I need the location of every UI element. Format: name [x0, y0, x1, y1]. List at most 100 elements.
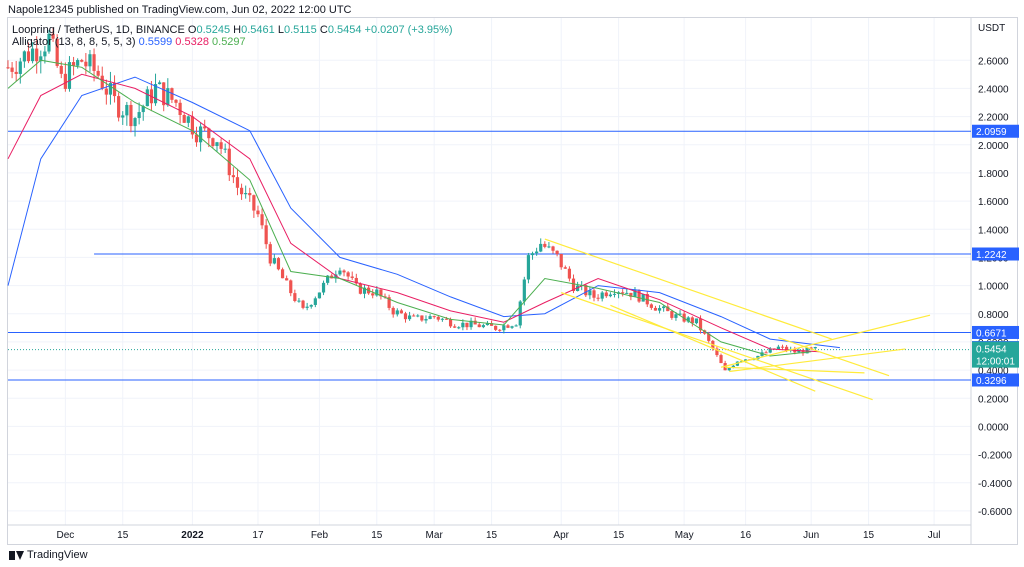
channel-trendline [720, 314, 931, 368]
y-tick-label: 1.8000 [978, 169, 1009, 180]
candle-body [510, 326, 514, 328]
y-tick-label: -0.4000 [978, 479, 1012, 490]
candle-body [252, 195, 256, 211]
candle-body [633, 290, 637, 297]
candle-body [776, 346, 780, 350]
candle-body [125, 104, 129, 116]
candle-body [686, 317, 690, 322]
candle-body [309, 304, 313, 307]
candle-body [604, 292, 608, 297]
candle-body [571, 278, 576, 292]
y-tick-label: 0.0000 [978, 422, 1009, 433]
published-by-line: Napole12345 published on TradingView.com… [8, 4, 352, 16]
candle-body [489, 323, 494, 326]
candle-body [576, 285, 580, 292]
candle-body [260, 214, 264, 226]
candle-body [420, 315, 424, 321]
open-value: 0.5245 [196, 24, 231, 36]
symbol-legend[interactable]: Loopring / TetherUS, 1D, BINANCE O0.5245… [12, 24, 453, 36]
candle-body [239, 187, 244, 195]
candle-body [727, 367, 731, 371]
x-tick-label: 15 [863, 530, 875, 541]
x-tick-label: Apr [553, 530, 569, 541]
candle-body [362, 287, 367, 294]
candle-body [22, 51, 26, 62]
level-price-label-bg [972, 373, 1019, 387]
channel-trendline [778, 337, 890, 377]
level-price-label: 0.6671 [976, 328, 1007, 339]
candle-body [424, 319, 428, 321]
candle-body [285, 278, 289, 281]
candle-body [391, 307, 395, 315]
candle-body [6, 67, 10, 69]
candle-body [35, 48, 39, 62]
candle-body [657, 308, 662, 311]
candle-body [350, 276, 354, 278]
level-price-label-bg [972, 325, 1019, 339]
candle-body [584, 285, 588, 296]
y-tick-label: 2.6000 [978, 56, 1009, 67]
tradingview-footer[interactable]: TradingView [9, 549, 88, 561]
x-tick-label: 15 [613, 530, 625, 541]
lips-value: 0.5297 [212, 36, 246, 48]
x-tick-label: 2022 [181, 530, 204, 541]
candle-body [30, 48, 35, 62]
candle-body [108, 83, 113, 95]
candle-body [530, 253, 535, 256]
candle-body [67, 62, 72, 89]
level-price-label: 2.0959 [976, 127, 1007, 138]
candle-body [551, 246, 555, 251]
candle-body [137, 112, 141, 119]
candle-body [608, 294, 612, 297]
candle-body [10, 67, 14, 72]
y-tick-label: 2.4000 [978, 84, 1009, 95]
candle-body [88, 54, 92, 67]
candle-body [92, 54, 96, 71]
candle-body [342, 270, 346, 273]
candle-body [133, 118, 137, 127]
channel-trendline [561, 292, 873, 401]
x-tick-label: 16 [740, 530, 752, 541]
tradingview-logo-icon [9, 550, 24, 560]
candle-body [502, 325, 506, 331]
close-label: C [319, 24, 328, 36]
candle-body [629, 292, 633, 297]
candle-body [703, 330, 707, 334]
candle-body [76, 60, 80, 66]
candle-body [182, 115, 186, 123]
candle-body [506, 325, 510, 328]
y-tick-label: 0.8000 [978, 310, 1009, 321]
candle-body [358, 283, 363, 294]
low-value: 0.5115 [283, 24, 317, 36]
candle-body [186, 116, 190, 123]
candle-body [39, 56, 43, 62]
candle-body [371, 293, 375, 296]
candle-body [297, 300, 301, 302]
candle-body [18, 61, 22, 74]
candle-body [559, 253, 563, 268]
candle-body [744, 359, 748, 362]
candle-body [715, 348, 719, 356]
candle-body [51, 33, 55, 39]
candle-body [809, 347, 813, 349]
candle-body [219, 142, 223, 149]
candle-body [731, 365, 735, 368]
candle-body [276, 258, 281, 270]
x-tick-label: Jul [928, 530, 941, 541]
candle-body [600, 292, 604, 299]
alligator-jaw-line [7, 76, 840, 349]
candle-body [535, 251, 539, 254]
alligator-lips-line [7, 59, 812, 357]
candle-body [178, 102, 182, 116]
level-price-label-bg [972, 247, 1019, 261]
x-tick-label: Mar [426, 530, 444, 541]
candle-body [555, 250, 559, 254]
bar-countdown-label: 12:00:01 [976, 357, 1015, 368]
indicator-legend[interactable]: Alligator (13, 8, 8, 5, 5, 3) 0.5599 0.5… [12, 36, 246, 48]
candle-body [780, 346, 785, 348]
candle-body [588, 290, 592, 296]
candle-body [280, 269, 285, 279]
high-label: H [233, 24, 242, 36]
candle-body [641, 294, 645, 302]
